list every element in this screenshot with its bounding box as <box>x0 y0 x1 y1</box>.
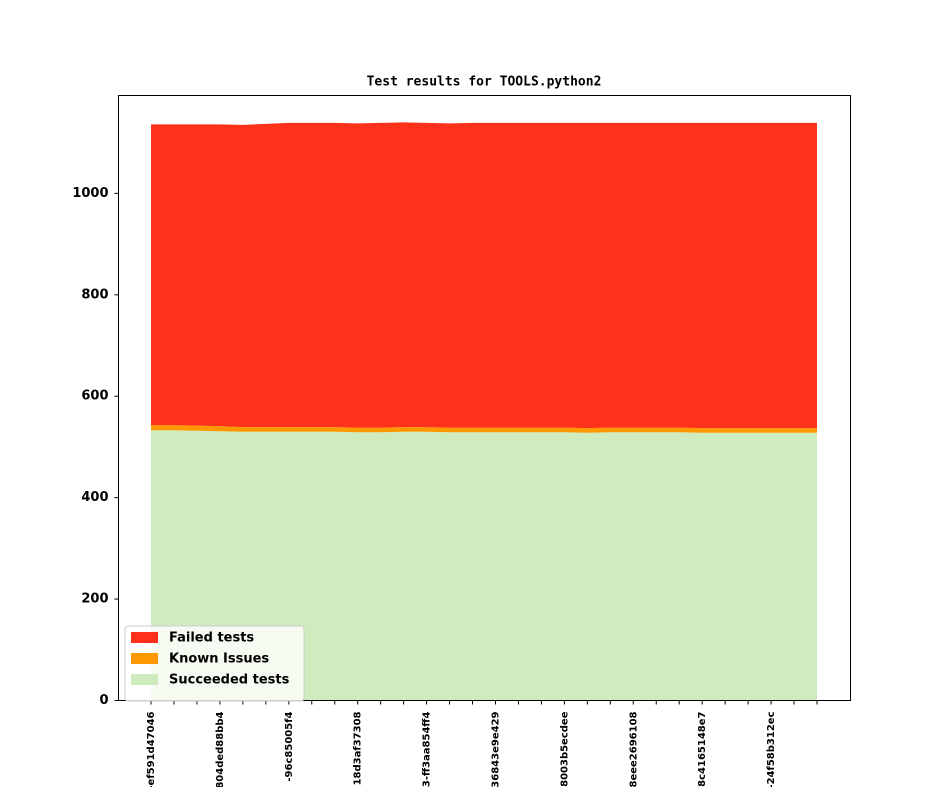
x-tick-label: 8eee2696108 <box>628 711 639 787</box>
y-tick-label: 800 <box>81 287 108 302</box>
y-tick-label: 0 <box>99 693 108 708</box>
legend-label: Known Issues <box>169 652 269 667</box>
legend: Failed tests Known Issues Succeeded tests <box>124 625 305 702</box>
y-tick-label: 400 <box>81 490 108 505</box>
x-tick-label: -ef591d47046 <box>146 711 157 787</box>
legend-swatch <box>131 653 158 664</box>
chart-title: Test results for TOOLS.python2 <box>367 75 602 90</box>
plot-frame <box>118 95 851 701</box>
area <box>151 122 817 429</box>
x-tick-label: 8c4165148e7 <box>697 711 708 786</box>
legend-swatch <box>131 632 158 643</box>
x-tick-label: 3-ff3aa854ff4 <box>422 711 433 787</box>
area <box>151 430 817 701</box>
legend-swatch <box>131 674 158 685</box>
y-tick-label: 600 <box>81 389 108 404</box>
plot <box>151 122 817 701</box>
x-tick-label: -24f58b312ec <box>766 711 777 787</box>
x-tick-label: 804ded88bb4 <box>215 711 226 787</box>
y-tick-label: 1000 <box>72 186 108 201</box>
x-tick-label: 18d3af37308 <box>353 711 364 785</box>
legend-label: Failed tests <box>169 631 254 646</box>
x-tick-label: -96c85005f4 <box>284 711 295 781</box>
area <box>151 425 817 433</box>
legend-label: Succeeded tests <box>169 673 290 688</box>
x-tick-label: 36843e9e429 <box>490 711 501 787</box>
x-tick-label: 8003b5ecdee <box>559 711 570 787</box>
y-tick-label: 200 <box>81 592 108 607</box>
legend-box <box>124 625 305 702</box>
